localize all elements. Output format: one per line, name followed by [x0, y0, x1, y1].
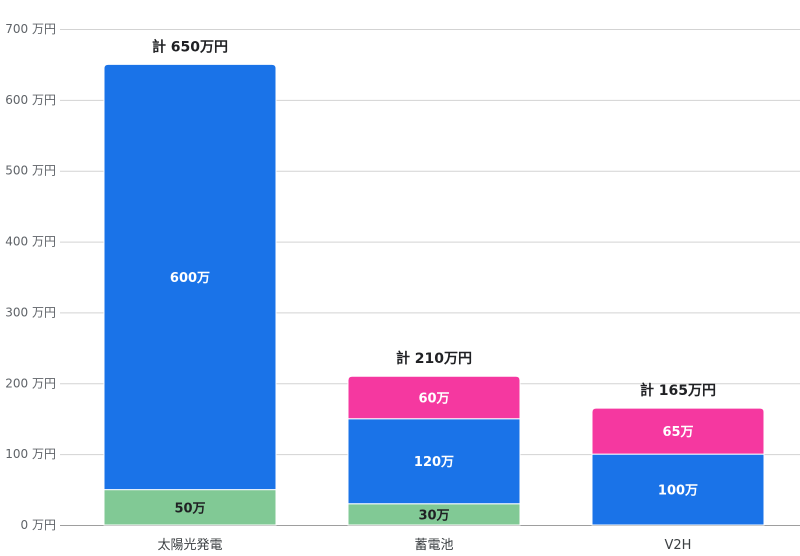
- total-label: 計 650万円: [152, 38, 228, 55]
- segment-label: 50万: [174, 501, 205, 516]
- segment-label: 60万: [418, 391, 449, 406]
- segment-label: 600万: [170, 271, 210, 286]
- y-tick-label: 0 万円: [21, 518, 56, 532]
- segment-label: 30万: [418, 508, 449, 523]
- x-category-label: V2H: [665, 538, 692, 553]
- y-tick-label: 300 万円: [5, 305, 56, 319]
- y-tick-label: 100 万円: [5, 447, 56, 461]
- x-axis-categories: 太陽光発電 蓄電池 V2H: [157, 538, 691, 553]
- y-tick-label: 500 万円: [5, 164, 56, 178]
- x-category-label: 太陽光発電: [157, 538, 222, 553]
- segment-label: 120万: [414, 455, 454, 470]
- y-axis-ticks: 0 万円 100 万円 200 万円 300 万円 400 万円 500 万円 600 万円…: [5, 22, 56, 532]
- y-tick-label: 400 万円: [5, 235, 56, 249]
- total-label: 計 210万円: [396, 350, 472, 367]
- total-label: 計 165万円: [640, 382, 716, 399]
- bar-segment-pink-2: [591, 407, 765, 455]
- bar-segment-pink-1: [347, 375, 521, 420]
- segment-label: 100万: [658, 484, 698, 499]
- bar-segment-blue-0: [103, 63, 277, 491]
- x-category-label: 蓄電池: [414, 538, 453, 553]
- y-tick-label: 700 万円: [5, 22, 56, 36]
- y-tick-label: 200 万円: [5, 376, 56, 390]
- segment-label: 65万: [662, 425, 693, 440]
- segment-labels: 50万 600万 30万 120万 60万 100万 65万: [170, 271, 698, 523]
- y-tick-label: 600 万円: [5, 93, 56, 107]
- bar-segments: [103, 63, 765, 526]
